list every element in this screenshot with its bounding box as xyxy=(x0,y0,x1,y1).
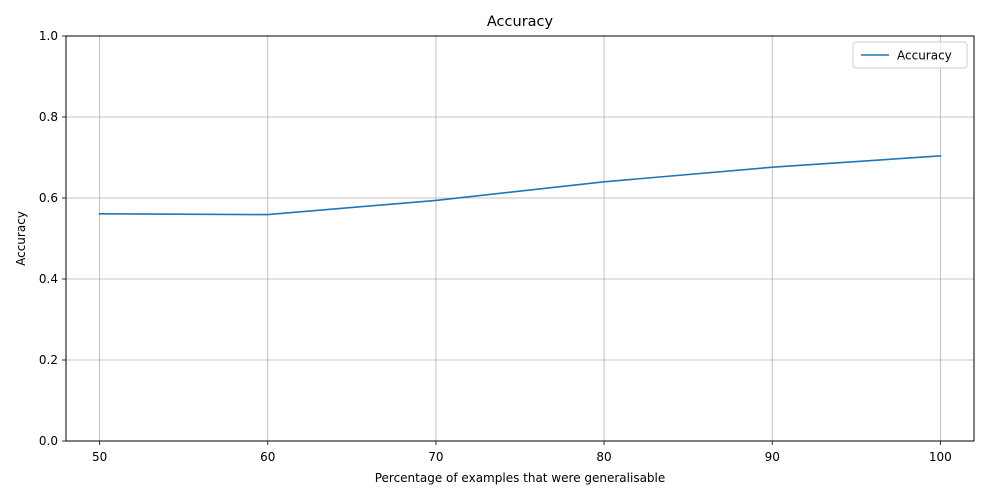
y-tick-label: 0.8 xyxy=(39,110,58,124)
x-tick-label: 50 xyxy=(92,450,107,464)
y-tick-label: 0.0 xyxy=(39,434,58,448)
x-tick-label: 60 xyxy=(260,450,275,464)
y-tick-label: 0.6 xyxy=(39,191,58,205)
x-tick-label: 80 xyxy=(596,450,611,464)
x-tick-label: 90 xyxy=(765,450,780,464)
legend: Accuracy xyxy=(853,42,967,68)
legend-entry-accuracy: Accuracy xyxy=(897,49,952,63)
x-tick-label: 70 xyxy=(428,450,443,464)
x-axis-label: Percentage of examples that were general… xyxy=(375,471,666,485)
y-tick-label: 0.2 xyxy=(39,353,58,367)
y-axis-label: Accuracy xyxy=(14,211,28,266)
y-tick-label: 1.0 xyxy=(39,29,58,43)
x-tick-label: 100 xyxy=(929,450,952,464)
chart-title: Accuracy xyxy=(487,14,554,30)
y-tick-label: 0.4 xyxy=(39,272,58,286)
